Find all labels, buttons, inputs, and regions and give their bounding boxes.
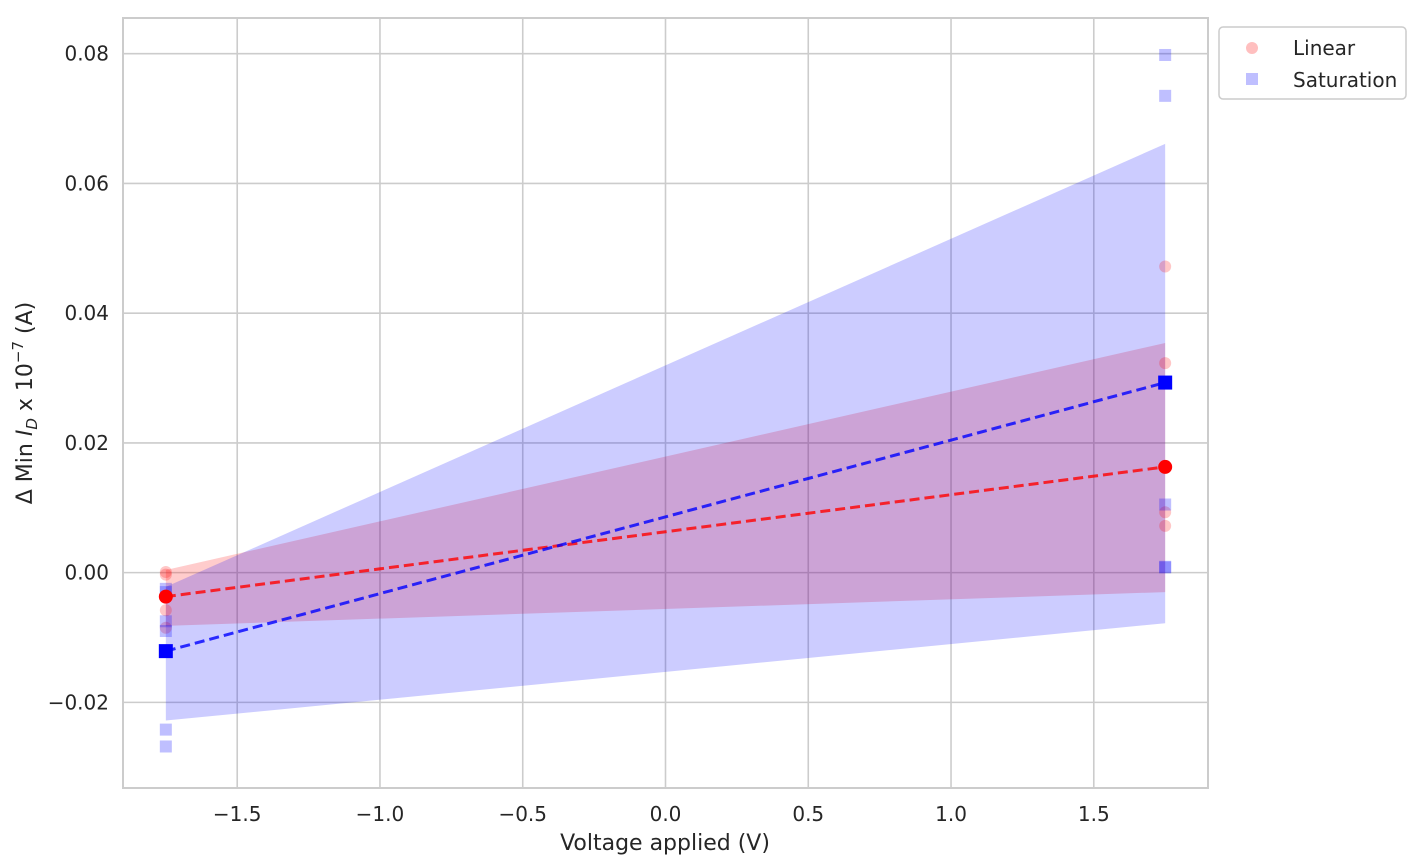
mean-point-linear	[1158, 459, 1173, 474]
data-point-saturation	[159, 625, 172, 638]
legend-box	[1218, 26, 1407, 100]
x-tick-label: −1.0	[356, 802, 405, 826]
data-point-linear	[159, 621, 172, 634]
x-tick-label: 1.0	[935, 802, 967, 826]
y-axis-label: Δ Min ID x 10−7 (A)	[9, 302, 41, 504]
y-tick-labels: −0.02 0.00 0.02 0.04 0.06 0.08	[48, 42, 109, 715]
x-tick-label: 1.5	[1078, 802, 1110, 826]
x-tick-label: 0.0	[650, 802, 682, 826]
data-point-linear	[1159, 260, 1172, 273]
y-tick-label: 0.06	[64, 171, 109, 195]
ci-band-linear	[165, 342, 1166, 626]
y-tick-label: 0.00	[64, 561, 109, 585]
y-label-sup: −7	[9, 341, 27, 363]
y-label-var: I	[13, 430, 38, 437]
y-tick-label: 0.04	[64, 301, 109, 325]
data-point-saturation	[1159, 561, 1172, 574]
grid	[123, 18, 1208, 788]
data-point-saturation	[159, 740, 172, 753]
x-tick-labels: −1.5 −1.0 −0.5 0.0 0.5 1.0 1.5	[213, 802, 1110, 826]
mean-markers	[158, 375, 1173, 659]
y-label-mid: x 10	[13, 363, 38, 418]
data-point-linear	[1159, 519, 1172, 532]
mean-point-saturation	[1158, 375, 1173, 390]
data-point-saturation	[159, 723, 172, 736]
mean-point-saturation	[158, 644, 173, 659]
data-point-linear	[1159, 506, 1172, 519]
legend: Linear Saturation	[1218, 26, 1407, 100]
y-tick-label: 0.02	[64, 431, 109, 455]
data-point-saturation	[1159, 48, 1172, 61]
legend-label-saturation: Saturation	[1293, 68, 1397, 92]
data-point-saturation	[1159, 560, 1172, 573]
ci-band-saturation	[165, 143, 1166, 721]
plot-frame	[122, 17, 1209, 789]
legend-marker-saturation	[1246, 73, 1258, 85]
data-point-linear	[1159, 357, 1172, 370]
legend-label-linear: Linear	[1293, 36, 1356, 60]
x-tick-label: −0.5	[498, 802, 547, 826]
x-tick-label: −1.5	[213, 802, 262, 826]
data-point-linear	[159, 604, 172, 617]
y-label-sub: D	[23, 418, 41, 430]
y-label-suffix: (A)	[13, 302, 38, 341]
y-label-prefix: Δ Min	[13, 436, 38, 504]
x-tick-label: 0.5	[792, 802, 824, 826]
confidence-bands	[165, 143, 1166, 721]
raw-points	[159, 48, 1172, 753]
data-point-linear	[159, 565, 172, 578]
data-point-saturation	[1159, 498, 1172, 511]
data-point-saturation	[159, 615, 172, 628]
mean-point-linear	[158, 589, 173, 604]
x-axis-label: Voltage applied (V)	[560, 831, 770, 856]
fit-line-linear	[165, 465, 1166, 599]
fit-line-saturation	[165, 381, 1166, 653]
y-tick-label: −0.02	[48, 690, 109, 714]
fit-lines	[165, 381, 1166, 653]
data-point-linear	[159, 568, 172, 581]
data-point-saturation	[1159, 89, 1172, 102]
y-tick-label: 0.08	[64, 42, 109, 66]
legend-marker-linear	[1246, 42, 1258, 54]
